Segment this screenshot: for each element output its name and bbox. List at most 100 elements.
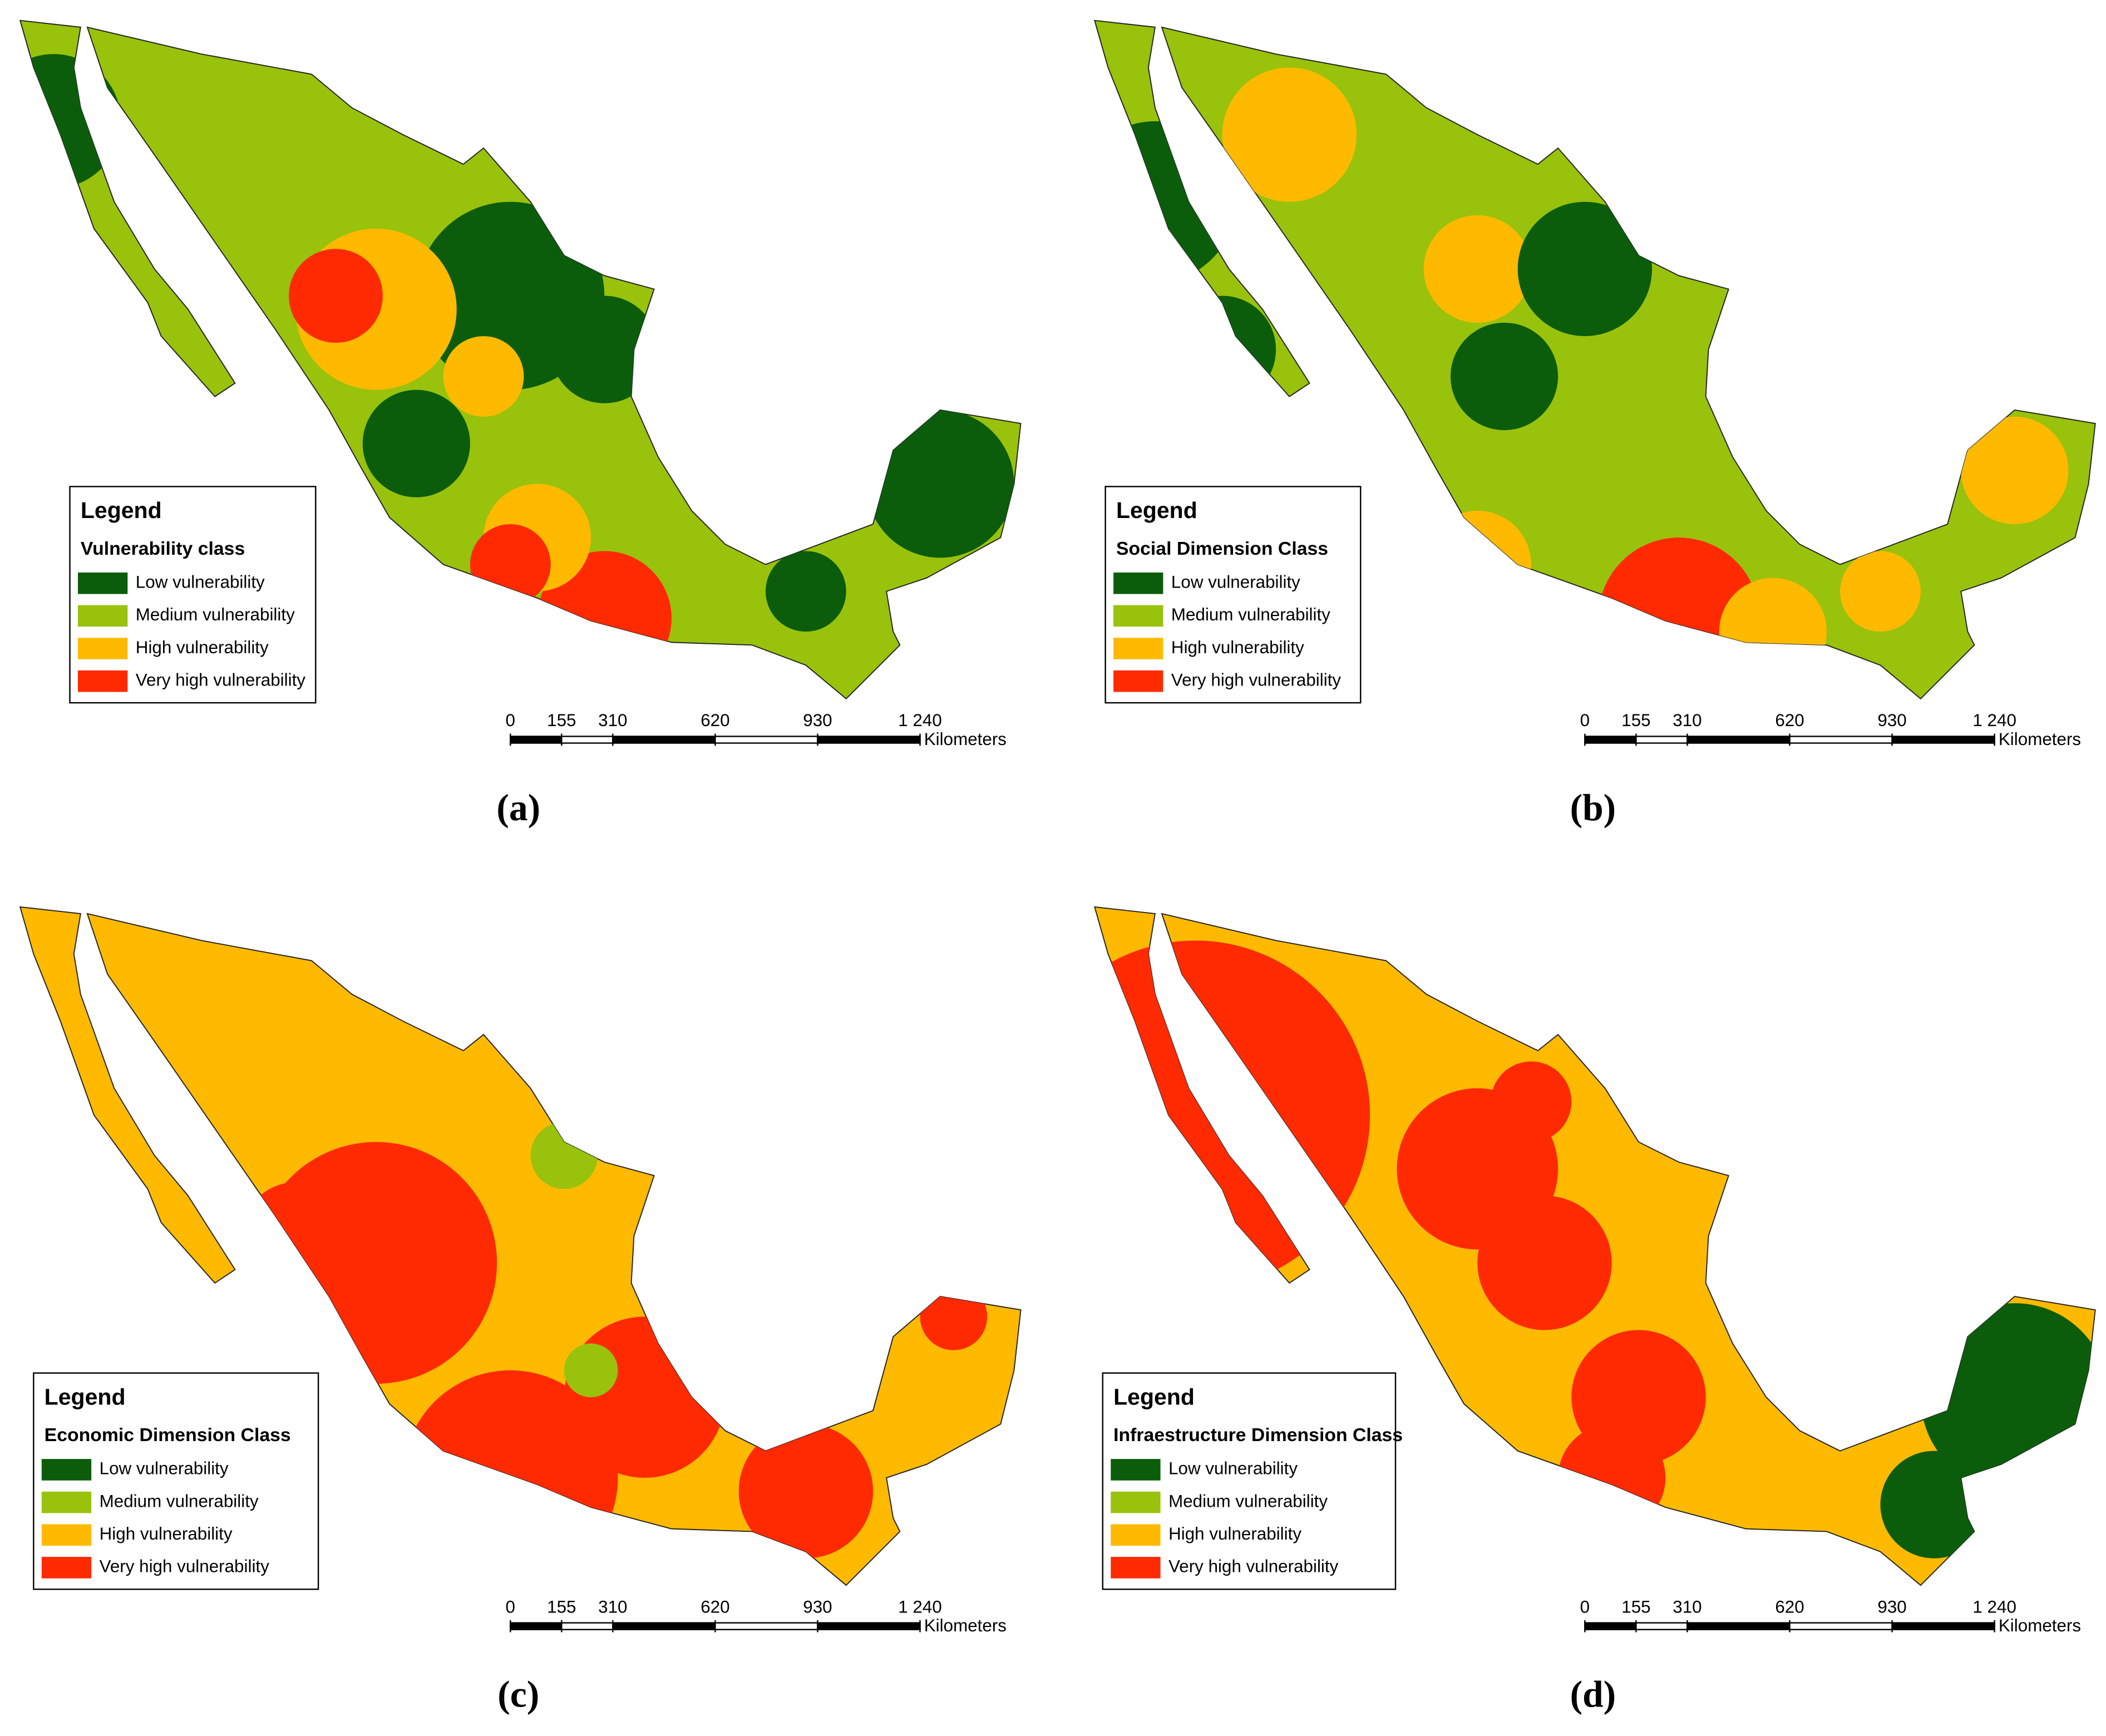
scale-tick-label: 620 [701, 1597, 729, 1616]
legend: Legend Vulnerability class Low vulnerabili… [69, 486, 317, 704]
legend-label: Low vulnerability [136, 573, 265, 592]
region [1517, 201, 1653, 337]
region [1168, 295, 1276, 403]
scale-segment [510, 1622, 563, 1630]
legend-title: Legend [81, 497, 162, 523]
scale-tick-label: 620 [701, 711, 729, 730]
region [470, 524, 551, 605]
scale-segment [714, 1622, 818, 1630]
scale-segment [817, 736, 921, 744]
legend-box [1104, 486, 1362, 704]
legend-label: Medium vulnerability [1171, 605, 1330, 624]
legend-swatch [1111, 1459, 1161, 1481]
region [1451, 322, 1558, 431]
scale-tick-label: 620 [1775, 1597, 1804, 1616]
scale-segment [1891, 1622, 1995, 1630]
legend-swatch [1111, 1491, 1161, 1513]
region [241, 1182, 349, 1290]
scale-tick-label: 620 [1775, 711, 1804, 730]
scale-segment [1686, 1622, 1791, 1630]
legend: Legend Infraestructure Dimension Class Low… [1102, 1372, 1403, 1590]
region [920, 1283, 988, 1350]
region [550, 295, 658, 403]
legend: Legend Economic Dimension Class Low vulner… [33, 1372, 319, 1590]
scale-unit: Kilometers [1999, 729, 2081, 749]
panel-label: (a) [496, 787, 540, 828]
scale-tick-label: 155 [1621, 711, 1650, 730]
scale-tick-label: 0 [1580, 711, 1590, 730]
legend-class-title: Social Dimension Class [1116, 538, 1328, 559]
map-panel: Legend Infraestructure Dimension Class Low… [1094, 906, 2096, 1715]
region [564, 1316, 726, 1478]
region [1961, 416, 2069, 525]
scale-segment [1789, 1622, 1893, 1630]
scale-tick-label: 1 240 [1972, 711, 2016, 730]
region [738, 1424, 874, 1559]
scale-segment [1686, 736, 1791, 744]
region [1423, 510, 1531, 619]
scale-tick-label: 310 [598, 711, 627, 730]
region [1094, 940, 1370, 1290]
legend-swatch [41, 1524, 92, 1546]
legend-label: Low vulnerability [1168, 1459, 1298, 1478]
legend-swatch [78, 638, 128, 659]
legend-swatch [78, 670, 128, 692]
legend-label: Medium vulnerability [1168, 1491, 1328, 1511]
region [1094, 121, 1236, 283]
region [1477, 1195, 1612, 1330]
legend-class-title: Economic Dimension Class [45, 1424, 291, 1446]
scale-segment [1635, 736, 1688, 744]
legend-label: Low vulnerability [1171, 573, 1300, 592]
region [530, 1122, 598, 1189]
panel-label: (c) [497, 1673, 539, 1715]
region [1880, 1451, 1988, 1559]
region [1719, 578, 1827, 685]
scale-segment [817, 1622, 921, 1630]
legend-class-title: Infraestructure Dimension Class [1113, 1424, 1403, 1446]
legend-swatch [1113, 670, 1163, 692]
scale-segment [612, 736, 716, 744]
scale-unit: Kilometers [924, 729, 1007, 749]
scale-segment [561, 736, 614, 744]
legend-label: Medium vulnerability [136, 605, 295, 624]
scale-tick-label: 930 [1877, 1597, 1906, 1616]
legend-swatch [41, 1491, 92, 1513]
scale-segment [1635, 1622, 1688, 1630]
legend-label: High vulnerability [1168, 1524, 1301, 1543]
legend-label: High vulnerability [1171, 638, 1304, 657]
panel-label: (d) [1570, 1673, 1616, 1715]
legend-label: Very high vulnerability [100, 1557, 270, 1576]
legend-label: High vulnerability [100, 1524, 233, 1543]
scale-tick-label: 0 [506, 1597, 515, 1616]
legend-title: Legend [1113, 1384, 1195, 1409]
legend-label: Very high vulnerability [1168, 1557, 1339, 1576]
scale-segment [714, 736, 818, 744]
panel-label: (b) [1570, 787, 1616, 828]
legend-label: Medium vulnerability [100, 1491, 259, 1511]
legend-label: Very high vulnerability [1171, 670, 1341, 690]
map-panel: Legend Social Dimension Class Low vulnerab… [1094, 19, 2096, 828]
scale-segment [612, 1622, 716, 1630]
scale-tick-label: 1 240 [898, 711, 942, 730]
scale-unit: Kilometers [1999, 1616, 2081, 1635]
legend-swatch [78, 605, 128, 627]
scale-tick-label: 930 [803, 711, 832, 730]
legend-label: Very high vulnerability [136, 670, 306, 690]
legend-swatch [1113, 572, 1163, 594]
region [1423, 215, 1531, 323]
scale-tick-label: 155 [1621, 1597, 1650, 1616]
legend-title: Legend [1116, 497, 1197, 523]
legend-label: High vulnerability [136, 638, 269, 657]
region [288, 249, 383, 343]
legend-swatch [41, 1557, 92, 1579]
legend-box [1102, 1372, 1397, 1590]
scale-tick-label: 930 [1877, 711, 1906, 730]
legend-swatch [1111, 1524, 1161, 1546]
region [1491, 1061, 1572, 1142]
region [1558, 1424, 1666, 1532]
